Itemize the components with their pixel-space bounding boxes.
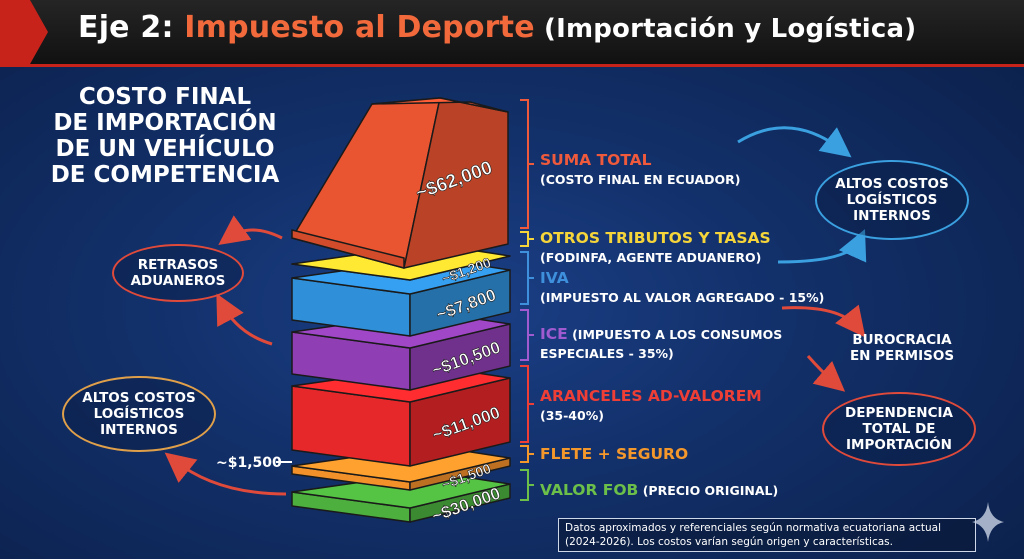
layer-label-title: OTROS TRIBUTOS Y TASAS <box>540 229 771 247</box>
layer-label-sub: (IMPUESTO AL VALOR AGREGADO - 15%) <box>540 290 825 305</box>
arrow-blue-right <box>777 229 867 264</box>
heading-line: DE COMPETENCIA <box>50 162 280 188</box>
arrow-red-burocracia <box>781 304 866 338</box>
title-prefix: Eje 2: <box>78 10 185 45</box>
title-main: Impuesto al Deporte <box>184 10 535 45</box>
total-block-base <box>291 229 405 269</box>
page-title: Eje 2: Impuesto al Deporte (Importación … <box>78 10 916 45</box>
heading-line: COSTO FINAL <box>78 84 252 110</box>
heading-line: DE UN VEHÍCULO <box>55 136 275 162</box>
layer-label-sub: (COSTO FINAL EN ECUADOR) <box>540 172 741 187</box>
layer-label-sub: ESPECIALES - 35%) <box>540 346 674 361</box>
layer-label: IVA (IMPUESTO AL VALOR AGREGADO - 15%) <box>540 268 824 306</box>
layer-bracket <box>520 365 534 443</box>
label-burocracia: BUROCRACIA EN PERMISOS <box>849 332 955 364</box>
layer-label-title: IVA <box>540 269 569 287</box>
layer-bracket <box>520 445 534 463</box>
arrow-red-logisticos <box>164 452 287 496</box>
layer-label-title: SUMA TOTAL <box>540 151 652 169</box>
bubble-retrasos: RETRASOS ADUANEROS <box>112 244 244 302</box>
layer-label: OTROS TRIBUTOS Y TASAS (FODINFA, AGENTE A… <box>540 228 771 266</box>
layer-label-sub: (IMPUESTO A LOS CONSUMOS <box>567 327 783 342</box>
bubble-altos-costos-top: ALTOS COSTOS LOGÍSTICOS INTERNOS <box>815 160 969 240</box>
total-block-top <box>371 97 509 113</box>
arrow-blue-top <box>737 126 852 158</box>
layer-bracket <box>520 251 534 305</box>
arrow-red-dependencia <box>806 355 846 392</box>
header-bar: Eje 2: Impuesto al Deporte (Importación … <box>0 0 1024 67</box>
chevron-decoration-icon <box>0 0 48 64</box>
layer-label: SUMA TOTAL (COSTO FINAL EN ECUADOR) <box>540 150 741 188</box>
arrow-red-retrasos-down <box>216 293 273 346</box>
layer-label-sub: (PRECIO ORIGINAL) <box>638 483 779 498</box>
diagram-heading: COSTO FINAL DE IMPORTACIÓN DE UN VEHÍCUL… <box>30 84 300 188</box>
arrow-red-retrasos-up <box>218 215 283 246</box>
layer-bracket <box>520 309 534 361</box>
layer-label-title: FLETE + SEGURO <box>540 445 689 463</box>
side-value-label: ~$1,500 <box>216 455 282 471</box>
layer-label-title: ARANCELES AD-VALOREM <box>540 387 762 405</box>
bubble-altos-costos-bottom: ALTOS COSTOS LOGÍSTICOS INTERNOS <box>62 376 216 452</box>
layer-bracket <box>520 231 534 247</box>
layer-bracket <box>520 99 534 229</box>
layer-label: FLETE + SEGURO <box>540 444 688 463</box>
layer-label: ICE (IMPUESTO A LOS CONSUMOS ESPECIALES -… <box>540 324 782 362</box>
layer-label: VALOR FOB (PRECIO ORIGINAL) <box>540 480 778 499</box>
sparkle-icon <box>972 502 1004 542</box>
layer-label-title: VALOR FOB <box>540 481 639 499</box>
layer-label: ARANCELES AD-VALOREM (35-40%) <box>540 386 762 424</box>
title-subtitle: (Importación y Logística) <box>534 14 917 44</box>
disclaimer-note: Datos aproximados y referenciales según … <box>558 518 976 552</box>
bubble-dependencia: DEPENDENCIA TOTAL DE IMPORTACIÓN <box>822 392 976 466</box>
heading-line: DE IMPORTACIÓN <box>53 110 277 136</box>
layer-label-sub: (FODINFA, AGENTE ADUANERO) <box>540 250 762 265</box>
layer-bracket <box>520 469 534 501</box>
layer-label-title: ICE <box>540 325 568 343</box>
layer-label-sub: (35-40%) <box>540 408 604 423</box>
